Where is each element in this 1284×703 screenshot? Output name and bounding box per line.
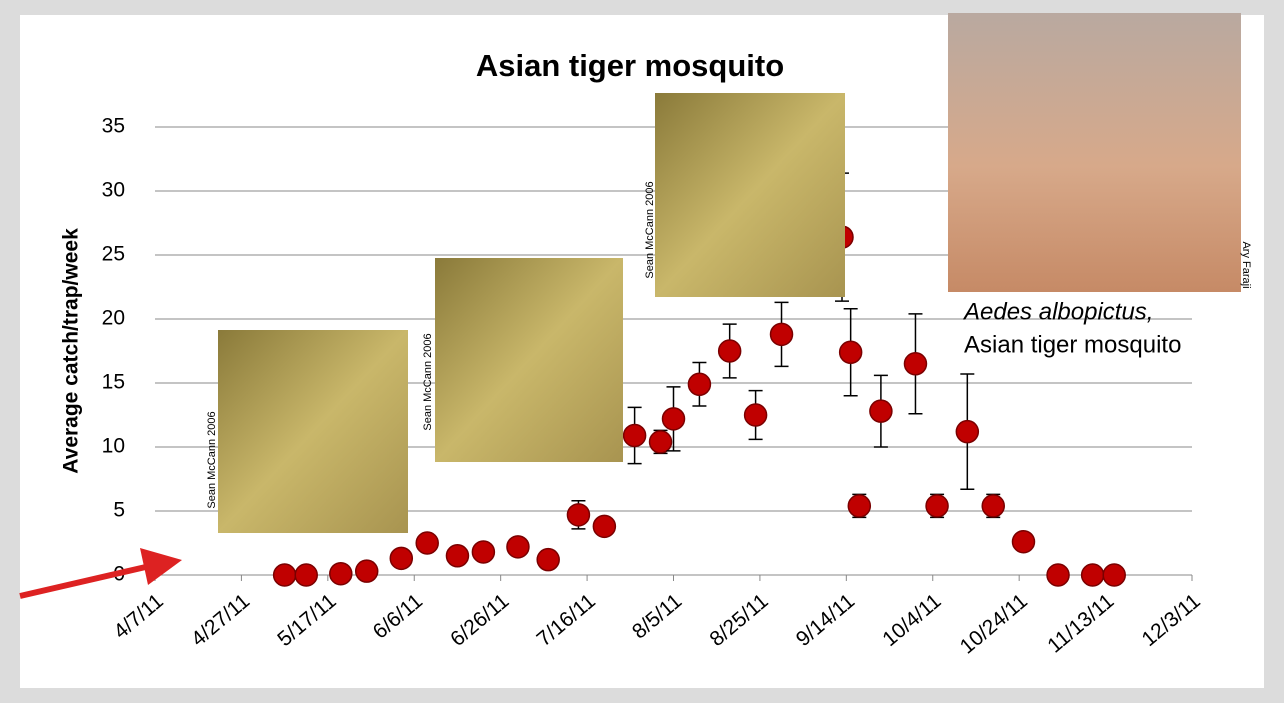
data-point xyxy=(955,419,980,444)
data-point xyxy=(471,540,496,564)
data-point xyxy=(506,535,530,559)
photo-credit: Ary Faraji xyxy=(1240,241,1252,288)
data-point xyxy=(1080,563,1105,587)
data-point xyxy=(272,563,297,587)
data-point xyxy=(743,403,768,427)
data-point xyxy=(661,407,686,431)
data-point xyxy=(717,339,742,363)
photo-credit: Sean McCann 2006 xyxy=(644,181,656,278)
data-point xyxy=(925,494,949,518)
chart-title: Asian tiger mosquito xyxy=(476,48,784,83)
y-tick-label: 10 xyxy=(102,435,125,458)
y-tick-label: 35 xyxy=(102,115,125,138)
data-point xyxy=(536,547,560,572)
y-tick-label: 15 xyxy=(102,371,125,394)
y-axis-label: Average catch/trap/week xyxy=(60,228,83,474)
caption-common-name: Asian tiger mosquito xyxy=(964,331,1181,358)
data-point xyxy=(445,544,470,568)
data-point xyxy=(847,494,872,518)
data-point xyxy=(687,372,712,397)
data-point xyxy=(329,561,353,586)
data-point xyxy=(622,423,647,448)
data-point xyxy=(903,352,928,376)
data-point xyxy=(566,503,591,527)
arrow xyxy=(19,548,182,599)
photo-credit: Sean McCann 2006 xyxy=(422,333,434,430)
photo: Sean McCann 2006 xyxy=(206,330,408,533)
y-tick-label: 20 xyxy=(102,307,125,330)
data-point xyxy=(838,340,863,365)
data-point xyxy=(389,546,414,571)
photo: Sean McCann 2006 xyxy=(644,93,845,297)
data-point xyxy=(1046,563,1070,587)
data-point xyxy=(769,322,794,347)
data-point xyxy=(1011,529,1036,554)
photo-credit: Sean McCann 2006 xyxy=(206,411,218,508)
data-point xyxy=(592,514,617,539)
data-point xyxy=(354,559,379,583)
y-tick-label: 30 xyxy=(102,179,125,202)
photo: Ary Faraji xyxy=(948,13,1252,292)
caption-species: Aedes albopictus, xyxy=(962,298,1153,325)
data-point xyxy=(981,494,1005,518)
y-tick-label: 25 xyxy=(102,243,125,266)
y-tick-label: 5 xyxy=(113,499,125,522)
data-point xyxy=(415,531,439,555)
photo: Sean McCann 2006 xyxy=(422,258,623,462)
data-point xyxy=(1102,563,1126,587)
data-point xyxy=(294,563,318,587)
data-point xyxy=(869,399,893,423)
data-point xyxy=(648,430,673,454)
